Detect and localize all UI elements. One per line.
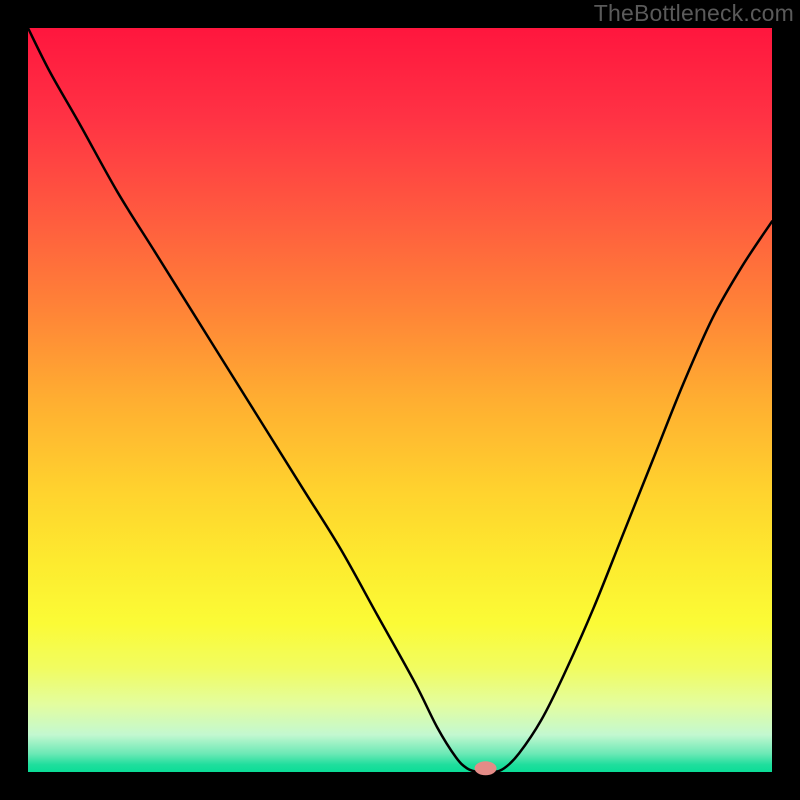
bottleneck-chart <box>0 0 800 800</box>
watermark-text: TheBottleneck.com <box>594 0 794 27</box>
plot-background <box>28 28 772 772</box>
chart-container: { "watermark": "TheBottleneck.com", "cha… <box>0 0 800 800</box>
optimum-marker <box>475 761 497 775</box>
